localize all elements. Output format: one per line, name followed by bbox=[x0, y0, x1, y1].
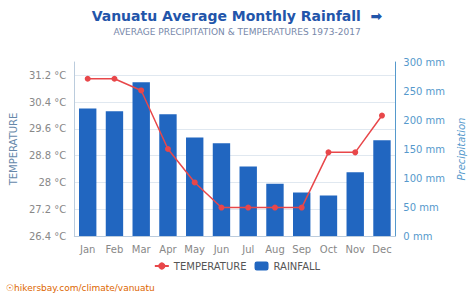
svg-text:May: May bbox=[184, 244, 205, 255]
svg-text:Oct: Oct bbox=[320, 244, 337, 255]
svg-text:☉hikersbay.com/climate/vanuatu: ☉hikersbay.com/climate/vanuatu bbox=[6, 283, 155, 293]
svg-text:28.8 °C: 28.8 °C bbox=[29, 150, 66, 161]
svg-text:Jul: Jul bbox=[241, 244, 254, 255]
svg-text:Precipitation: Precipitation bbox=[456, 118, 467, 181]
svg-text:250 mm: 250 mm bbox=[403, 86, 445, 97]
svg-text:Feb: Feb bbox=[106, 244, 124, 255]
svg-text:Sep: Sep bbox=[292, 244, 311, 255]
svg-text:Mar: Mar bbox=[132, 244, 152, 255]
svg-text:TEMPERATURE: TEMPERATURE bbox=[8, 113, 19, 187]
svg-text:150 mm: 150 mm bbox=[403, 144, 445, 155]
svg-text:100 mm: 100 mm bbox=[403, 173, 445, 184]
svg-text:Jan: Jan bbox=[79, 244, 95, 255]
svg-text:AVERAGE PRECIPITATION & TEMPER: AVERAGE PRECIPITATION & TEMPERATURES 197… bbox=[113, 27, 360, 37]
svg-text:Dec: Dec bbox=[372, 244, 391, 255]
svg-text:50 mm: 50 mm bbox=[403, 202, 438, 213]
svg-text:Vanuatu Average Monthly Rainfa: Vanuatu Average Monthly Rainfall ➡ bbox=[92, 8, 383, 24]
svg-text:29.6 °C: 29.6 °C bbox=[29, 123, 66, 134]
svg-text:27.2 °C: 27.2 °C bbox=[29, 204, 66, 215]
svg-text:0 mm: 0 mm bbox=[403, 231, 432, 242]
svg-text:Jun: Jun bbox=[213, 244, 230, 255]
svg-text:300 mm: 300 mm bbox=[403, 57, 445, 68]
svg-text:Apr: Apr bbox=[159, 244, 177, 255]
svg-text:TEMPERATURE: TEMPERATURE bbox=[173, 261, 247, 272]
svg-text:Aug: Aug bbox=[265, 244, 285, 255]
svg-text:Nov: Nov bbox=[345, 244, 365, 255]
svg-text:30.4 °C: 30.4 °C bbox=[29, 97, 66, 108]
svg-text:26.4 °C: 26.4 °C bbox=[29, 231, 66, 242]
svg-text:RAINFALL: RAINFALL bbox=[274, 261, 321, 272]
svg-text:28 °C: 28 °C bbox=[38, 177, 66, 188]
svg-text:31.2 °C: 31.2 °C bbox=[29, 70, 66, 81]
svg-text:200 mm: 200 mm bbox=[403, 115, 445, 126]
